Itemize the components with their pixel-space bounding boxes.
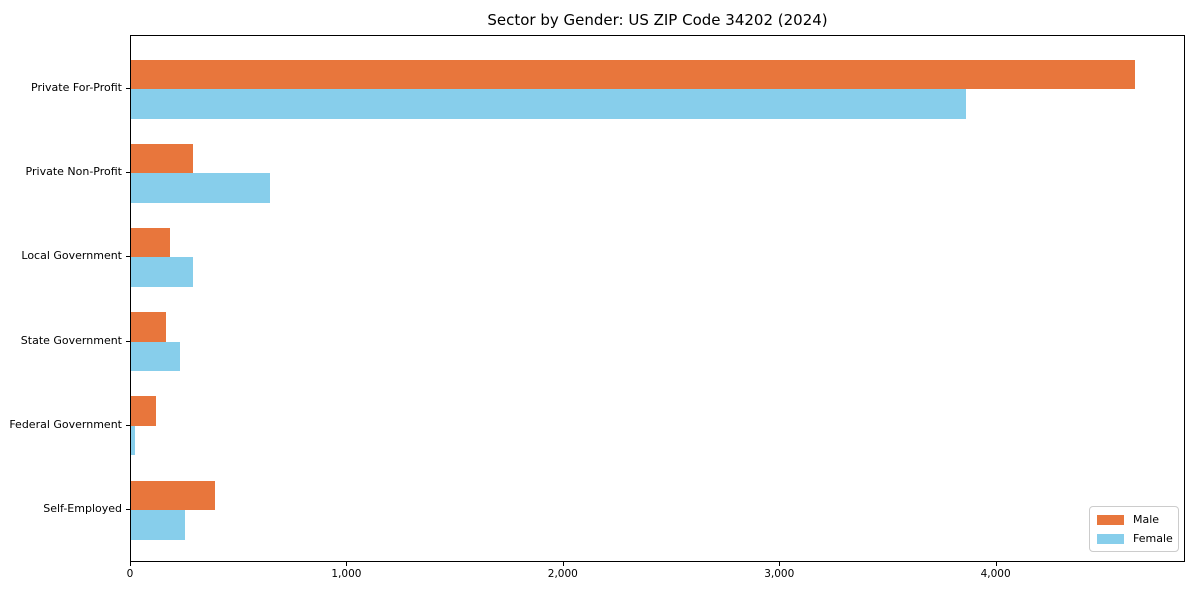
y-axis-category-label: Private For-Profit (31, 81, 122, 94)
bar-female-federal-government (131, 425, 135, 456)
y-axis-category-label: State Government (20, 333, 122, 347)
legend-label: Male (1133, 513, 1160, 526)
y-axis-tick-mark (126, 172, 130, 174)
plot-area (130, 35, 1185, 562)
bar-male-local-government (131, 227, 170, 258)
y-axis-category-label: Private Non-Profit (25, 165, 122, 179)
legend: Male Female (1089, 506, 1179, 552)
bar-female-self-employed (131, 510, 186, 540)
x-axis-tick-mark (995, 562, 997, 566)
bar-male-state-government (131, 312, 166, 342)
legend-label: Female (1133, 532, 1173, 545)
bar-male-private-non-profit (131, 143, 193, 174)
x-axis-tick-label: 1,000 (331, 568, 362, 580)
legend-item-female: Female (1097, 532, 1173, 546)
x-axis-tick-label: 3,000 (764, 568, 795, 580)
x-axis-tick-mark (346, 562, 348, 566)
x-axis-tick-label: 4,000 (980, 568, 1011, 580)
y-axis-category-label: Local Government (21, 249, 122, 263)
chart-title: Sector by Gender: US ZIP Code 34202 (202… (487, 11, 828, 29)
x-axis-tick-mark (562, 562, 564, 566)
y-axis-category-label: Self-Employed (43, 502, 122, 515)
y-axis-tick-mark (126, 256, 130, 258)
male-swatch-icon (1097, 514, 1124, 525)
legend-item-male: Male (1097, 513, 1171, 527)
x-axis-tick-mark (130, 562, 131, 566)
bar-male-self-employed (131, 480, 216, 510)
bar-female-local-government (131, 257, 193, 287)
y-axis-tick-mark (126, 88, 130, 89)
bar-female-state-government (131, 341, 180, 372)
y-axis-tick-mark (126, 509, 130, 510)
bar-female-private-for-profit (131, 89, 967, 119)
bar-male-private-for-profit (131, 59, 1136, 89)
x-axis-tick-label: 0 (126, 568, 134, 580)
bar-female-private-non-profit (131, 173, 270, 203)
female-swatch-icon (1097, 533, 1124, 544)
y-axis-tick-mark (126, 424, 130, 426)
x-axis-tick-mark (779, 562, 781, 566)
y-axis-tick-mark (126, 340, 130, 342)
x-axis-tick-label: 2,000 (547, 568, 578, 580)
y-axis-category-label: Federal Government (9, 417, 122, 431)
bar-male-federal-government (131, 396, 156, 426)
